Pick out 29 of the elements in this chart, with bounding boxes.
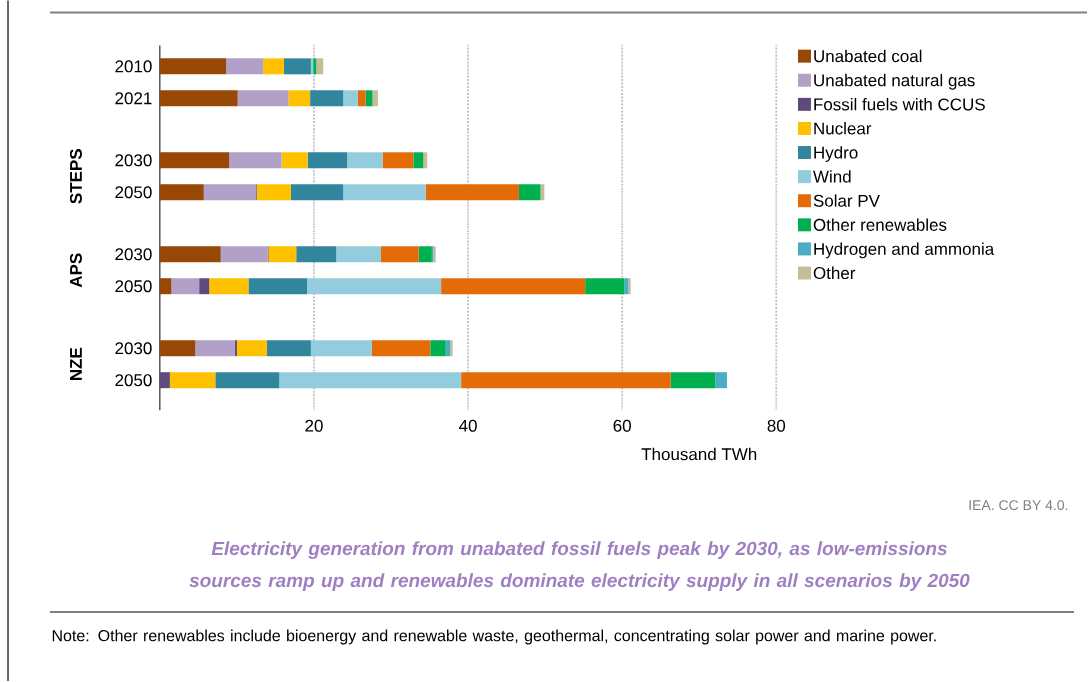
x-tick-label: 40	[459, 419, 477, 432]
legend-label: Other renewables	[813, 218, 947, 232]
x-tick-label: 80	[767, 419, 786, 432]
legend-label: Unabated natural gas	[814, 74, 975, 90]
text: Note: Other renewables include bioenergy and renewable waste, geothermal, concentrating solar power and marine power.	[52, 629, 936, 645]
legend-label: Hydrogen and ammonia	[814, 242, 995, 259]
text: APS	[69, 253, 82, 288]
legend-label: Fossil fuels with CCUS	[814, 98, 985, 111]
legend-label: Other	[813, 266, 856, 280]
x-tick-label: 20	[305, 419, 323, 432]
y-tick-label: 2021	[115, 92, 152, 105]
x-tick-label: 60	[613, 419, 631, 432]
y-tick-label: 2050	[115, 186, 152, 199]
legend-label: Hydro	[814, 146, 858, 163]
legend-label: Nuclear	[814, 122, 872, 135]
text: Electricity generation from unabated fossil fuels peak by 2030, as low-emissions sources ramp up and renewables dominate electricity supply in all scenarios by 2050	[189, 541, 970, 592]
y-tick-label: 2010	[115, 60, 152, 73]
y-tick-label: 2050	[115, 374, 152, 387]
text: STEPS	[69, 149, 82, 204]
text: IEA. CC BY 4.0.	[969, 500, 1068, 511]
y-tick-label: 2030	[115, 248, 152, 261]
legend-label: Wind	[813, 170, 851, 183]
x-axis-title: Thousand TWh	[641, 447, 757, 461]
y-tick-label: 2030	[115, 342, 152, 355]
legend-label: Unabated coal	[814, 49, 922, 63]
y-tick-label: 2050	[115, 280, 152, 293]
legend-label: Solar PV	[813, 194, 880, 208]
y-tick-label: 2030	[115, 154, 152, 167]
text: NZE	[70, 348, 82, 381]
